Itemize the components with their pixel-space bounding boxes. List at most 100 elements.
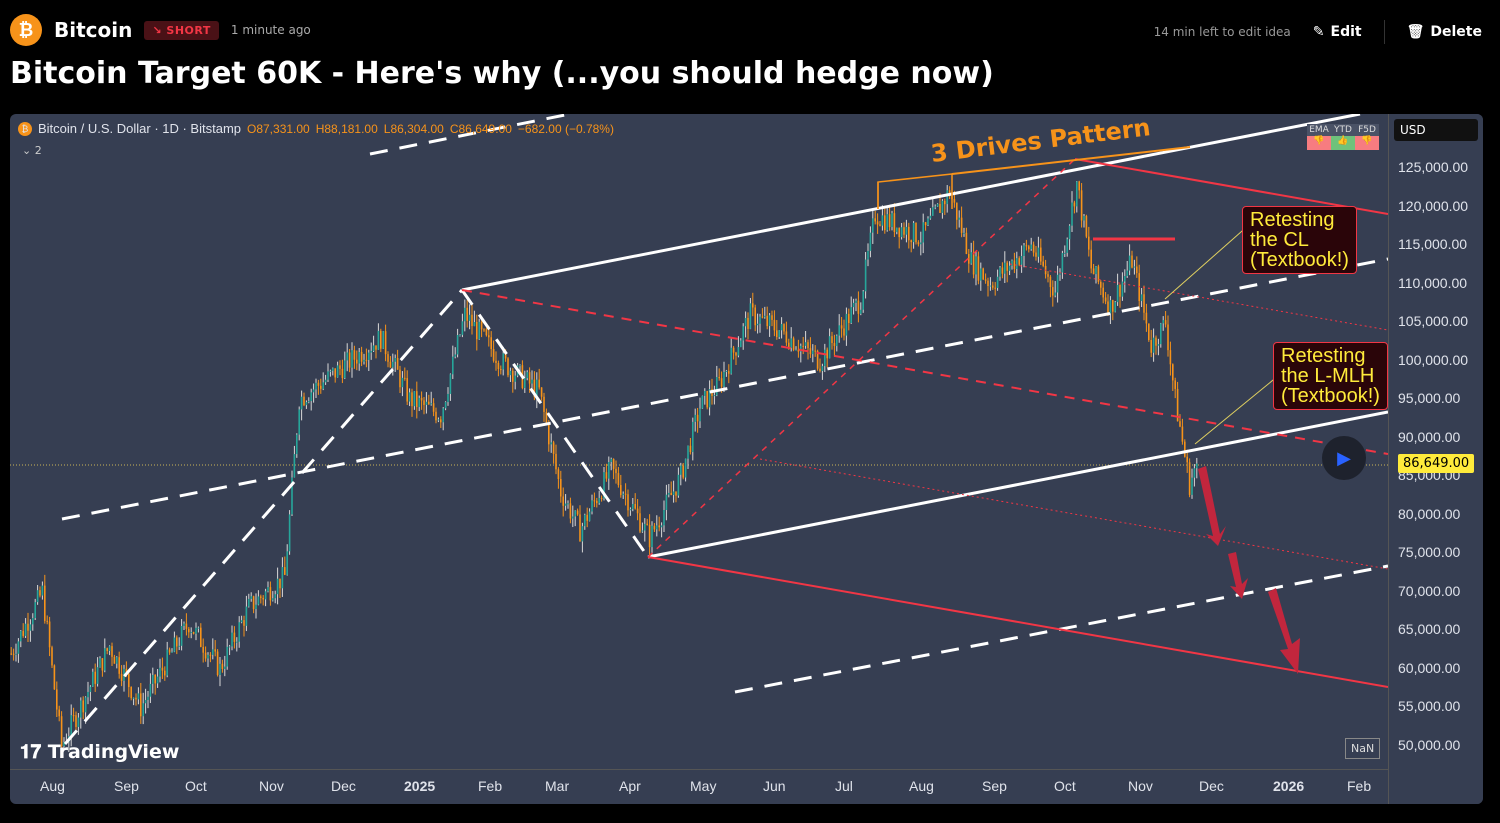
note-line: Retesting — [1250, 209, 1335, 231]
play-button[interactable]: ▶ — [1322, 436, 1366, 480]
candle-body — [759, 316, 761, 324]
candle-body — [219, 663, 221, 675]
candle-body — [137, 693, 140, 700]
candle-body — [209, 654, 212, 656]
candle-body — [802, 345, 804, 347]
candle-body — [1109, 300, 1112, 314]
candle-body — [1196, 463, 1198, 469]
candle-body — [80, 700, 82, 718]
currency-selector[interactable]: USD — [1394, 119, 1478, 141]
candle-body — [996, 276, 999, 288]
candle-body — [783, 324, 785, 332]
candle-body — [1138, 273, 1140, 302]
edit-button[interactable]: ✎ Edit — [1313, 24, 1362, 40]
candle-body — [1018, 258, 1020, 265]
candle-body — [1073, 202, 1076, 207]
candle-body — [286, 551, 288, 575]
candle-body — [111, 646, 113, 657]
price-chart[interactable]: 3 Drives Pattern — [10, 114, 1388, 769]
candle-body — [785, 331, 788, 343]
time-tick: Feb — [478, 778, 503, 794]
note-retesting-cl[interactable]: Retesting the CL (Textbook!) — [1242, 206, 1357, 274]
candle-body — [159, 667, 161, 677]
candle-body — [509, 370, 512, 376]
candle-body — [773, 319, 776, 331]
candle-body — [312, 389, 315, 393]
candle-body — [456, 335, 459, 355]
candle-body — [281, 567, 284, 589]
candle-body — [610, 458, 612, 463]
candle-body — [704, 391, 706, 396]
time-axis[interactable]: Aug Sep Oct Nov Dec 2025 Feb Mar Apr May Jun Jul Aug… — [10, 769, 1388, 804]
chart-panel[interactable]: 3 Drives Pattern ₿ Bitcoin / U.S. Dollar… — [10, 114, 1483, 804]
candle-body — [1124, 276, 1126, 282]
candle-body — [807, 342, 809, 349]
candle-body — [1191, 477, 1193, 495]
candle-body — [483, 329, 485, 331]
candle-body — [1068, 225, 1071, 240]
candle-body — [891, 213, 893, 228]
candle-body — [144, 699, 147, 704]
candle-body — [809, 348, 812, 355]
candle-body — [514, 375, 516, 382]
candle-body — [113, 656, 116, 664]
candle-body — [687, 445, 689, 459]
candle-body — [778, 330, 780, 338]
candle-body — [296, 434, 298, 455]
candle-body — [291, 477, 293, 515]
price-tick: 105,000.00 — [1398, 313, 1469, 329]
drive-line-1 — [63, 289, 464, 745]
candle-body — [1006, 262, 1008, 271]
candle-body — [1167, 324, 1169, 351]
candle-body — [656, 525, 658, 530]
time-tick: Feb — [1347, 778, 1372, 794]
candle-body — [1155, 337, 1157, 346]
time-tick: Dec — [1199, 778, 1224, 794]
candle-body — [562, 496, 564, 506]
delete-button[interactable]: 🗑 Delete — [1407, 24, 1482, 40]
symbol-description[interactable]: Bitcoin / U.S. Dollar · 1D · Bitstamp — [38, 121, 241, 136]
candle-body — [848, 313, 850, 323]
candle-body — [228, 646, 231, 648]
candle-body — [1020, 255, 1023, 265]
candle-body — [1152, 337, 1155, 353]
candle-body — [15, 653, 17, 655]
candle-body — [485, 329, 488, 336]
arrow-2 — [1228, 552, 1248, 599]
candle-body — [740, 340, 742, 348]
note-retesting-lmlh[interactable]: Retesting the L-MLH (Textbook!) — [1273, 342, 1388, 410]
candle-body — [300, 396, 303, 410]
candle-body — [392, 361, 394, 368]
candle-body — [905, 226, 908, 235]
candle-body — [212, 649, 214, 655]
candle-body — [351, 350, 353, 368]
candle-body — [924, 222, 927, 226]
candle-body — [58, 709, 60, 717]
candle-body — [108, 646, 111, 651]
candle-body — [632, 503, 634, 510]
candle-body — [893, 213, 896, 232]
candle-body — [324, 379, 327, 383]
candle-body — [317, 382, 320, 386]
candle-body — [620, 485, 622, 496]
candle-body — [320, 385, 322, 389]
time-tick: Nov — [1128, 778, 1153, 794]
candle-body — [749, 303, 752, 329]
red-median-line-2 — [647, 158, 1076, 558]
candle-body — [852, 302, 855, 308]
candle-body — [584, 514, 586, 527]
indicators-collapse-toggle[interactable]: ⌄ 2 — [22, 144, 42, 157]
candle-body — [104, 648, 106, 671]
candle-body — [128, 674, 130, 688]
candle-body — [831, 336, 833, 344]
candle-body — [154, 674, 156, 684]
channel-upper-line — [461, 114, 1361, 292]
candle-body — [188, 628, 190, 633]
candle-body — [1071, 202, 1073, 226]
symbol-name[interactable]: Bitcoin — [54, 18, 133, 42]
time-tick: 2025 — [404, 778, 436, 794]
candle-body — [471, 314, 473, 327]
candle-body — [48, 621, 51, 648]
candle-body — [476, 322, 478, 340]
candle-body — [1090, 249, 1092, 269]
